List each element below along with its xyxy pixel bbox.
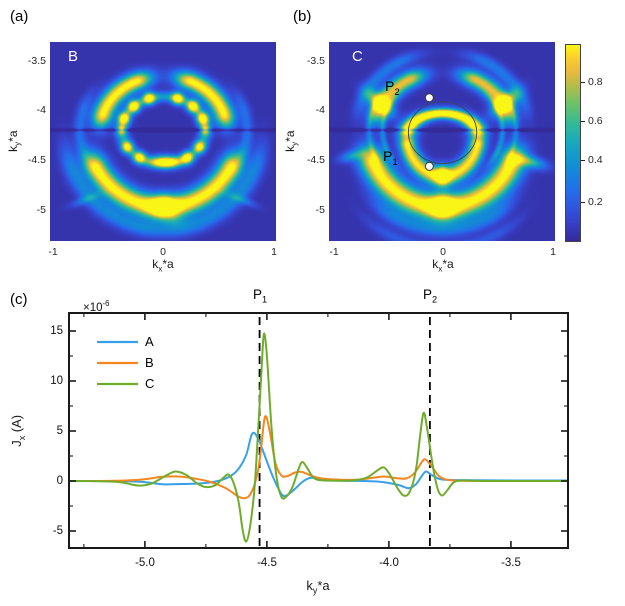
colorbar bbox=[565, 44, 581, 242]
heatmap-b bbox=[329, 42, 555, 241]
panel-b-p1-label: P1 bbox=[383, 148, 398, 168]
heatmap-b-overlay bbox=[407, 93, 478, 171]
colorbar-tick: 0.4 bbox=[588, 154, 603, 166]
point-marker-p1 bbox=[424, 161, 434, 171]
panel-b-ytick: -5 bbox=[315, 204, 325, 216]
panel-c-ytick: 15 bbox=[50, 325, 63, 337]
panel-c-ytick: 5 bbox=[56, 425, 63, 437]
panel-c-title: (c) bbox=[10, 291, 28, 308]
legend-label-c: C bbox=[145, 376, 155, 391]
panel-c-xtick: -4.0 bbox=[379, 557, 399, 569]
panel-b-ylabel: ky*a bbox=[282, 130, 300, 152]
panel-b-ytick: -4.5 bbox=[306, 154, 325, 166]
panel-c-ytick: -5 bbox=[52, 525, 63, 537]
curve-b bbox=[70, 415, 567, 500]
panel-c-xtick: -4.5 bbox=[257, 557, 277, 569]
panel-c-ylabel: Jx (A) bbox=[9, 414, 27, 447]
colorbar-tick: 0.8 bbox=[588, 76, 603, 88]
colorbar-tick-mark bbox=[581, 82, 585, 83]
colorbar-tick: 0.6 bbox=[588, 115, 603, 127]
panel-a-xlabel: kx*a bbox=[152, 257, 174, 274]
curve-c bbox=[70, 332, 567, 543]
heatmap-a bbox=[50, 42, 276, 241]
panel-b-title: (b) bbox=[293, 8, 312, 25]
panel-a-xtick: 0 bbox=[160, 246, 166, 258]
vline-p1-label: P1 bbox=[252, 287, 268, 305]
point-marker-p2 bbox=[424, 93, 434, 103]
legend-lines bbox=[97, 340, 138, 386]
legend-label-a: A bbox=[145, 334, 154, 349]
iso-energy-circle bbox=[407, 101, 478, 164]
panel-b-xtick: -1 bbox=[329, 246, 339, 258]
panel-c-ytick: 0 bbox=[56, 475, 63, 487]
panel-b-xtick: 0 bbox=[440, 246, 446, 258]
colorbar-tick-mark bbox=[581, 160, 585, 161]
panel-a-xtick: 1 bbox=[271, 246, 277, 258]
axis-ticks bbox=[69, 313, 568, 548]
panel-a-xtick: -1 bbox=[48, 246, 58, 258]
panel-b-ytick: -3.5 bbox=[306, 55, 325, 67]
plot-frame bbox=[68, 312, 569, 549]
panel-a-ytick: -5 bbox=[36, 204, 46, 216]
panel-b-ytick: -4 bbox=[315, 104, 325, 116]
panel-c-xtick: -3.5 bbox=[501, 557, 521, 569]
panel-c-ytick: 10 bbox=[50, 375, 63, 387]
panel-a-ytick: -4.5 bbox=[27, 154, 46, 166]
panel-c-xlabel: ky*a bbox=[306, 578, 330, 596]
panel-a-ytick: -3.5 bbox=[27, 55, 46, 67]
colorbar-tick-mark bbox=[581, 202, 585, 203]
panel-c-xtick: -5.0 bbox=[135, 557, 155, 569]
colorbar-tick-mark bbox=[581, 121, 585, 122]
heatmap-a-corner-label: B bbox=[68, 48, 79, 65]
legend-label-b: B bbox=[145, 355, 154, 370]
dashed-vlines bbox=[258, 315, 431, 546]
vline-p2-label: P2 bbox=[422, 287, 438, 305]
panel-a-ytick: -4 bbox=[36, 104, 46, 116]
curves bbox=[70, 332, 567, 543]
y-axis-offset-label: ×10-6 bbox=[83, 299, 110, 314]
panel-a-ylabel: ky*a bbox=[5, 130, 23, 152]
heatmap-b-corner-label: C bbox=[352, 48, 364, 65]
panel-b-p2-label: P2 bbox=[385, 78, 400, 98]
panel-b-xlabel: kx*a bbox=[432, 257, 454, 274]
line-chart bbox=[68, 312, 569, 549]
panel-b-xtick: 1 bbox=[550, 246, 556, 258]
panel-a-title: (a) bbox=[10, 8, 29, 25]
colorbar-tick: 0.2 bbox=[588, 196, 603, 208]
curve-a bbox=[70, 431, 567, 498]
